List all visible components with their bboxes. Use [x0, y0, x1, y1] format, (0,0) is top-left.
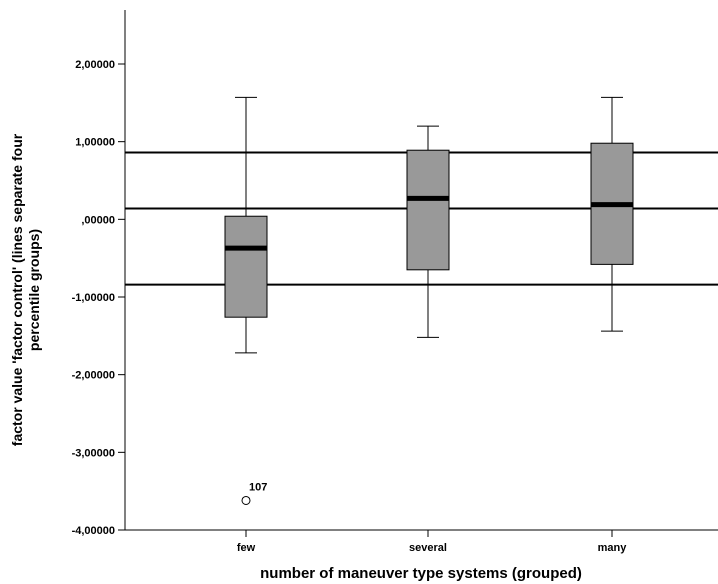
plot-area — [124, 10, 718, 531]
y-tick-label: -4,00000 — [72, 525, 115, 537]
y-tick-label: -1,00000 — [72, 292, 115, 304]
x-axis-ticks: few several many — [237, 530, 627, 554]
box-several — [406, 125, 450, 338]
y-tick-label: -3,00000 — [72, 447, 115, 459]
outliers: 107 — [241, 481, 267, 505]
y-tick-label: -2,00000 — [72, 370, 115, 382]
outlier-label: 107 — [249, 481, 267, 493]
outlier-point — [241, 495, 251, 505]
boxes — [224, 96, 634, 354]
x-axis-title: number of maneuver type systems (grouped… — [260, 565, 582, 582]
iqr-box — [406, 149, 450, 271]
x-tick-label: several — [409, 542, 447, 554]
iqr-box — [224, 215, 268, 318]
y-axis-title-line-1: factor value 'factor control' (lines sep… — [9, 133, 25, 446]
x-tick-label: few — [237, 542, 256, 554]
box-few — [224, 96, 268, 354]
y-tick-label: ,00000 — [81, 214, 115, 226]
y-tick-label: 1,00000 — [75, 137, 115, 149]
x-tick-label: many — [598, 542, 628, 554]
box-many — [590, 96, 634, 332]
y-axis-title-line-2: percentile groups) — [26, 229, 42, 351]
y-tick-label: 2,00000 — [75, 59, 115, 71]
y-axis-ticks: 2,00000 1,00000 ,00000 -1,00000 -2,00000 -3,0… — [72, 59, 125, 537]
